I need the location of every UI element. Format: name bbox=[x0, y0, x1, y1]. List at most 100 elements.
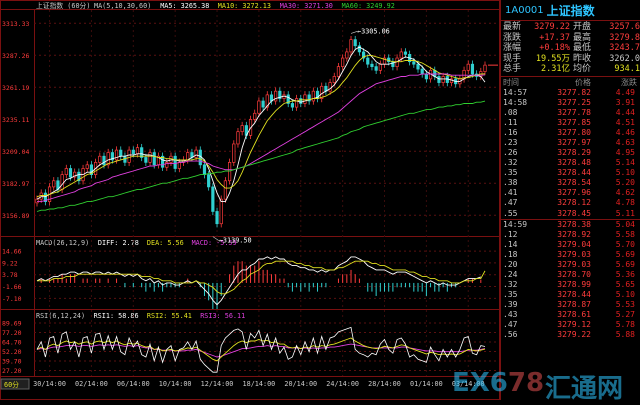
tick-row: 14:57 3277.82 4.49 bbox=[501, 88, 640, 98]
candle-body bbox=[412, 61, 416, 65]
candle-body bbox=[148, 152, 152, 163]
tick-price: 3278.70 bbox=[557, 269, 591, 279]
tick-price: 3278.38 bbox=[557, 219, 591, 229]
y-tick-label: 39.70 bbox=[2, 358, 22, 366]
candle-body bbox=[286, 94, 290, 104]
tick-row: .26 3278.29 4.95 bbox=[501, 148, 640, 158]
x-tick-label: 28/14:00 bbox=[368, 380, 401, 388]
candle-body bbox=[211, 186, 215, 212]
chart-frame bbox=[0, 0, 500, 400]
tick-price: 3277.97 bbox=[557, 138, 591, 148]
ticks-header: 时间 价格 涨跌 bbox=[501, 75, 640, 88]
tick-row: .11 3277.85 4.51 bbox=[501, 118, 640, 128]
quote-value: 19.55万 bbox=[535, 53, 570, 64]
quote-label: 最低 bbox=[573, 43, 592, 54]
tick-row: .24 3278.70 5.36 bbox=[501, 270, 640, 280]
tick-time: .39 bbox=[503, 299, 518, 309]
tick-time: .24 bbox=[503, 269, 518, 279]
candle-body bbox=[361, 51, 366, 59]
tick-time: 14:58 bbox=[503, 98, 528, 108]
tick-row: 14:59 3278.38 5.04 bbox=[501, 218, 640, 230]
tick-row: .41 3277.96 4.62 bbox=[501, 188, 640, 198]
ticks-header-time: 时间 bbox=[503, 77, 519, 87]
candle-body bbox=[441, 76, 445, 83]
indicator-legend-item: RSI2: 55.41 bbox=[147, 312, 192, 320]
tick-change: 5.58 bbox=[615, 229, 635, 239]
quote-label: 开盘 bbox=[573, 22, 592, 32]
indicator-legend-item: RSI1: 58.86 bbox=[94, 312, 139, 320]
annotation-leader bbox=[212, 236, 220, 241]
tick-time: .16 bbox=[503, 128, 518, 138]
quote-label: 最新 bbox=[503, 22, 522, 32]
candle-body bbox=[278, 90, 282, 99]
quote-label: 昨收 bbox=[573, 53, 592, 64]
candle-body bbox=[114, 149, 119, 161]
candle-body bbox=[378, 63, 382, 71]
tick-row: 14:58 3277.25 3.91 bbox=[501, 98, 640, 108]
indicator-legend-item: RSI(6,12,24) bbox=[36, 312, 85, 320]
quote-label: 均价 bbox=[573, 64, 592, 75]
ma10-line bbox=[36, 55, 486, 198]
quote-value: 2.31亿 bbox=[541, 64, 570, 75]
candle-body bbox=[135, 147, 140, 155]
candle-body bbox=[223, 180, 228, 200]
tick-time: .23 bbox=[503, 138, 518, 148]
tick-change: 4.62 bbox=[615, 188, 635, 198]
tick-time: 14:57 bbox=[503, 87, 528, 97]
candle-body bbox=[127, 149, 131, 163]
y-tick-label: 3287.26 bbox=[2, 52, 29, 60]
candle-body bbox=[307, 94, 311, 102]
tick-change: 5.78 bbox=[615, 320, 635, 330]
ticks-header-change: 涨跌 bbox=[621, 77, 637, 87]
tick-price: 3277.78 bbox=[557, 108, 591, 118]
tick-price: 3279.03 bbox=[557, 259, 591, 269]
candle-body bbox=[349, 39, 353, 53]
candle-body bbox=[202, 164, 207, 175]
quote-label: 涨幅 bbox=[503, 43, 522, 54]
ma-legend-item: MA5: 3265.38 bbox=[160, 2, 209, 10]
indicator-legend-item: DIFF: 2.78 bbox=[98, 239, 139, 247]
period-selector[interactable] bbox=[0, 378, 30, 390]
y-tick-label: 3261.19 bbox=[2, 84, 29, 92]
candle-body bbox=[77, 171, 81, 182]
quote-header: 1A0001 上证指数 bbox=[501, 0, 640, 21]
tick-list[interactable]: 14:57 3277.82 4.49 14:58 3277.25 3.91 .08 3277.… bbox=[501, 88, 640, 340]
y-tick-label: 9.22 bbox=[2, 259, 18, 267]
candle-body bbox=[253, 112, 257, 120]
x-tick-label: 12/14:00 bbox=[201, 380, 234, 388]
tick-change: 4.95 bbox=[615, 148, 635, 158]
candle-body bbox=[328, 82, 332, 92]
y-tick-label: 3313.33 bbox=[2, 20, 29, 28]
ma60-line bbox=[36, 100, 486, 212]
candle-body bbox=[261, 100, 265, 108]
candle-body bbox=[370, 63, 374, 67]
y-tick-label: 3.78 bbox=[2, 271, 18, 279]
candle-body bbox=[207, 174, 211, 188]
tick-row: .38 3278.54 5.20 bbox=[501, 178, 640, 188]
tick-price: 3278.29 bbox=[557, 148, 591, 158]
candle-body bbox=[353, 39, 357, 47]
tick-time: .08 bbox=[503, 108, 518, 118]
chart-area[interactable]: 上证指数 (60分) MA(5,10,30,60) MA5: 3265.38 MA10… bbox=[0, 0, 500, 400]
quote-value: 3279.8 bbox=[609, 32, 640, 43]
tick-price: 3277.25 bbox=[557, 98, 591, 108]
candle-body bbox=[85, 164, 89, 169]
candle-body bbox=[194, 149, 198, 158]
tick-change: 5.14 bbox=[615, 158, 635, 168]
tick-price: 3278.92 bbox=[557, 229, 591, 239]
tick-price: 3278.54 bbox=[557, 178, 591, 188]
tick-price: 3279.12 bbox=[557, 320, 591, 330]
candle-body bbox=[228, 162, 232, 182]
tick-time: .47 bbox=[503, 320, 518, 330]
quote-label: 涨跌 bbox=[503, 32, 522, 43]
tick-price: 3279.03 bbox=[557, 249, 591, 259]
x-tick-label: 18/14:00 bbox=[243, 380, 276, 388]
macd-dea-line bbox=[37, 260, 486, 295]
candle-body bbox=[64, 168, 68, 175]
tick-time: .26 bbox=[503, 148, 518, 158]
rsi2-line bbox=[36, 337, 486, 362]
candle-body bbox=[332, 76, 336, 83]
rsi1-line bbox=[36, 326, 486, 373]
candle-body bbox=[152, 152, 156, 166]
candle-body bbox=[424, 73, 428, 80]
